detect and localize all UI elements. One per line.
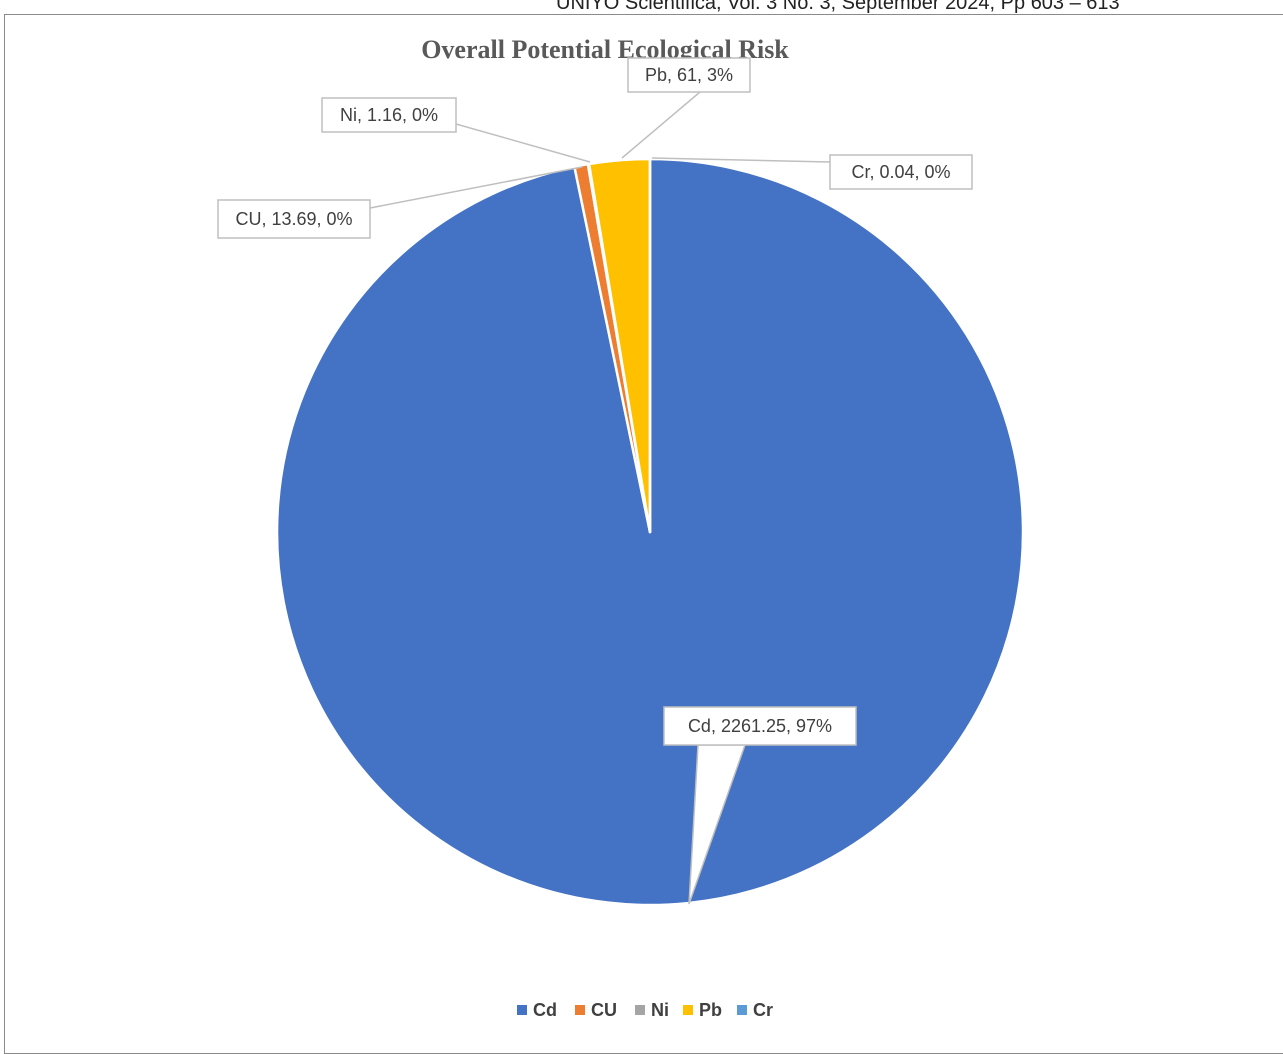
legend-label-ni: Ni: [651, 1000, 669, 1020]
legend-swatch-cu: [575, 1005, 585, 1015]
legend-swatch-pb: [683, 1005, 693, 1015]
data-label-cu: CU, 13.69, 0%: [235, 209, 352, 229]
legend-label-cu: CU: [591, 1000, 617, 1020]
data-label-ni: Ni, 1.16, 0%: [340, 105, 438, 125]
data-label-pb: Pb, 61, 3%: [645, 65, 733, 85]
legend-swatch-ni: [635, 1005, 645, 1015]
legend-swatch-cr: [737, 1005, 747, 1015]
leader-line-ni: [456, 124, 590, 162]
leader-line-pb: [622, 92, 700, 158]
legend-label-cd: Cd: [533, 1000, 557, 1020]
legend-swatch-cd: [517, 1005, 527, 1015]
data-label-cd: Cd, 2261.25, 97%: [688, 716, 832, 736]
legend-label-cr: Cr: [753, 1000, 773, 1020]
data-label-cr: Cr, 0.04, 0%: [851, 162, 950, 182]
legend-label-pb: Pb: [699, 1000, 722, 1020]
